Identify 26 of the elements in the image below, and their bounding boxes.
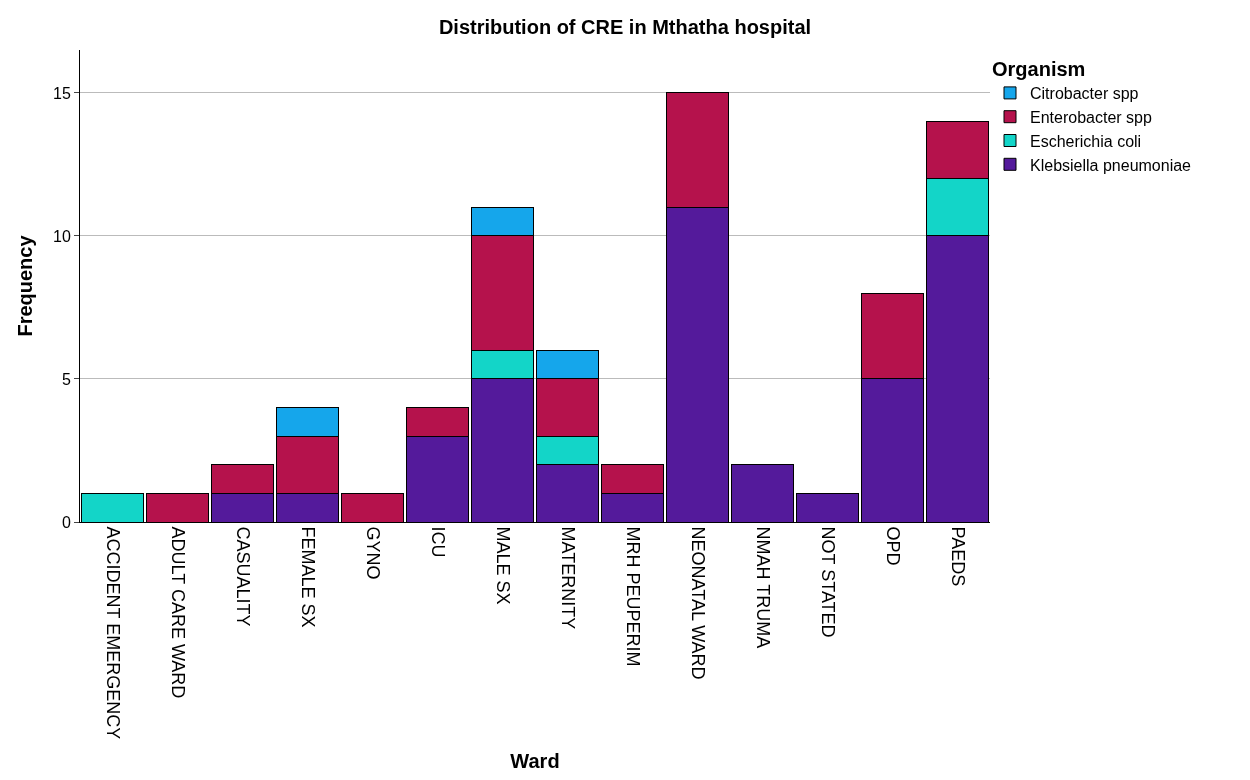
x-tick-label: PAEDS xyxy=(947,526,968,587)
legend-label: Klebsiella pneumoniae xyxy=(1030,156,1192,174)
legend-label: Escherichia coli xyxy=(1030,132,1142,150)
y-tick-label: 15 xyxy=(53,84,71,102)
x-tick-label: NMAH TRUMA xyxy=(752,526,773,649)
x-tick-label: OPD xyxy=(882,526,903,566)
x-tick-label: ICU xyxy=(427,526,448,558)
x-tick-label: NEONATAL WARD xyxy=(687,526,708,680)
x-tick-label: CASUALITY xyxy=(232,526,253,627)
x-tick-label: ACCIDENT EMERGENCY xyxy=(102,526,123,740)
x-axis-title: Ward xyxy=(510,749,560,772)
x-tick-label: FEMALE SX xyxy=(297,526,318,628)
x-tick-label: NOT STATED xyxy=(817,526,838,638)
x-tick-label: ADULT CARE WARD xyxy=(167,526,188,699)
x-tick-label: MATERNITY xyxy=(557,526,578,630)
y-tick-label: 0 xyxy=(61,513,71,531)
legend-title: Organism xyxy=(992,58,1086,80)
chart-title: Distribution of CRE in Mthatha hospital xyxy=(438,15,812,38)
legend-label: Enterobacter spp xyxy=(1030,108,1152,126)
y-axis-title: Frequency xyxy=(13,234,36,337)
legend-label: Citrobacter spp xyxy=(1030,85,1139,103)
x-tick-label: MALE SX xyxy=(492,526,513,605)
x-tick-label: MRH PEUPERIM xyxy=(622,526,643,667)
y-tick-label: 5 xyxy=(61,370,71,388)
x-tick-label: GYNO xyxy=(362,526,383,580)
y-tick-label: 10 xyxy=(53,227,71,245)
